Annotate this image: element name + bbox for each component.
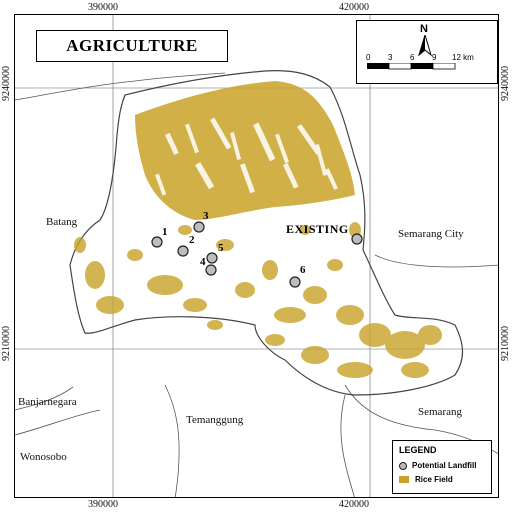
landfill-site-4: [205, 264, 217, 276]
legend-label-landfill: Potential Landfill: [412, 461, 477, 470]
rice-field-north: [135, 81, 355, 220]
landfill-site-3: [193, 221, 205, 233]
legend-row-rice: Rice Field: [399, 475, 453, 484]
landfill-site-1: [151, 236, 163, 248]
district-boundary: [374, 254, 498, 268]
place-semarang: Semarang: [418, 406, 462, 418]
place-semarang-city: Semarang City: [398, 228, 464, 240]
map-canvas: [15, 15, 498, 497]
landfill-marker-icon: [399, 461, 407, 470]
place-batang: Batang: [46, 216, 78, 228]
site-number-1: 1: [162, 226, 168, 238]
place-banjarnegara: Banjarnegara: [18, 396, 77, 408]
coord-right-1: 9240000: [500, 66, 511, 101]
coord-left-2: 9210000: [1, 326, 12, 361]
coord-bottom-2: 420000: [339, 499, 369, 510]
site-number-6: 6: [300, 264, 306, 276]
scale-bar: [367, 63, 456, 70]
north-label: N: [420, 23, 428, 35]
place-temanggung: Temanggung: [186, 414, 244, 426]
north-scale-box: N 0 3 6 9 12 km: [356, 20, 498, 84]
scale-tick-3: 3: [388, 53, 393, 62]
scale-tick-0: 0: [366, 53, 371, 62]
landfill-site-existing: [351, 233, 363, 245]
site-number-3: 3: [203, 210, 209, 222]
regency-outline: [69, 70, 464, 396]
coord-right-2: 9210000: [500, 326, 511, 361]
rice-field-south: [74, 222, 442, 378]
legend-row-landfill: Potential Landfill: [399, 461, 476, 470]
place-wonosobo: Wonosobo: [20, 451, 67, 463]
scale-tick-6: 6: [410, 53, 415, 62]
site-number-2: 2: [189, 234, 195, 246]
coord-left-1: 9240000: [1, 66, 12, 101]
district-boundary: [340, 394, 355, 497]
rice-field-north-texture: [155, 117, 338, 196]
landfill-site-6: [289, 276, 301, 288]
map-title: AGRICULTURE: [36, 30, 228, 62]
legend-title: LEGEND: [399, 445, 437, 455]
landfill-site-2: [177, 245, 189, 257]
landfill-site-5: [206, 252, 218, 264]
scale-tick-9: 9: [432, 53, 437, 62]
district-boundary: [164, 384, 180, 497]
district-boundary: [15, 409, 101, 436]
map-frame: [14, 14, 499, 498]
district-boundary: [15, 386, 74, 411]
legend-label-rice: Rice Field: [415, 475, 453, 484]
rice-field-swatch: [399, 476, 409, 483]
legend: LEGEND Potential Landfill Rice Field: [392, 440, 492, 494]
district-boundary: [15, 72, 226, 101]
site-number-4: 4: [200, 256, 206, 268]
coord-bottom-1: 390000: [88, 499, 118, 510]
coord-top-2: 420000: [339, 2, 369, 13]
existing-label: EXISTING: [286, 222, 349, 236]
scale-tick-12: 12 km: [452, 53, 474, 62]
coord-top-1: 390000: [88, 2, 118, 13]
north-arrow-icon: [418, 35, 432, 57]
site-number-5: 5: [218, 242, 224, 254]
